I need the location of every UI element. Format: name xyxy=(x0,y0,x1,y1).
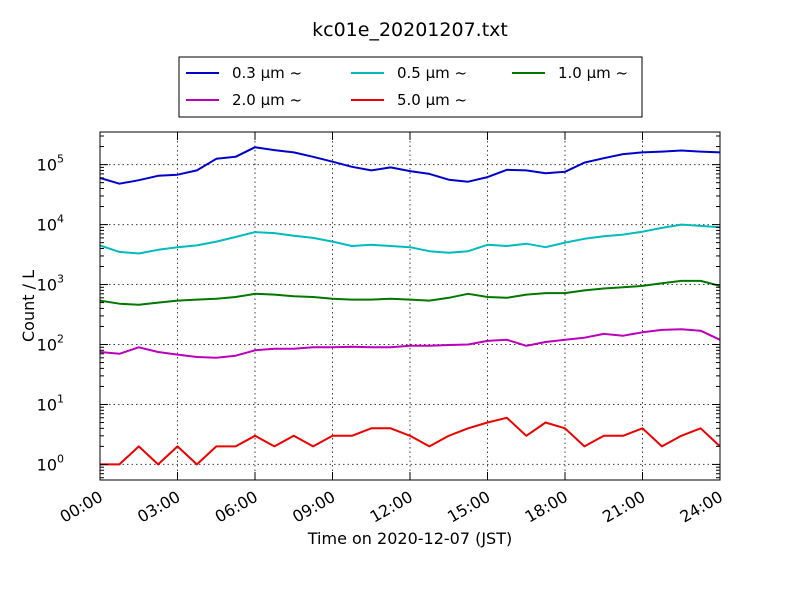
x-tick-label: 09:00 xyxy=(289,487,338,527)
x-tick-label: 18:00 xyxy=(522,487,571,527)
legend-label-2: 1.0 μm ~ xyxy=(558,64,628,82)
axis-ticks xyxy=(99,132,721,480)
x-tick-label: 06:00 xyxy=(212,487,261,527)
x-axis-label: Time on 2020-12-07 (JST) xyxy=(307,529,512,548)
x-tick-label: 00:00 xyxy=(57,487,106,527)
x-tick-label: 15:00 xyxy=(444,487,493,527)
series-line-1 xyxy=(99,223,721,255)
x-tick-labels: 00:00 03:00 06:00 09:00 12:00 15:00 18:00 21:00… xyxy=(57,487,726,527)
chart-title: kc01e_20201207.txt xyxy=(312,19,508,41)
y-tick-exponent: 1 xyxy=(57,392,64,405)
series-line-2 xyxy=(99,279,721,306)
x-tick-label: 21:00 xyxy=(599,487,648,527)
y-tick-label: 102 xyxy=(37,333,64,355)
legend-label-1: 0.5 μm ~ xyxy=(397,64,467,82)
legend-frame xyxy=(178,56,643,118)
y-tick-label: 104 xyxy=(37,213,64,235)
y-tick-label: 101 xyxy=(37,392,64,414)
y-tick-exponent: 3 xyxy=(57,273,64,286)
y-tick-exponent: 2 xyxy=(57,333,64,346)
legend-label-3: 2.0 μm ~ xyxy=(232,91,302,109)
series-line-3 xyxy=(99,328,721,359)
legend-label-0: 0.3 μm ~ xyxy=(232,64,302,82)
grid xyxy=(100,132,720,480)
y-tick-exponent: 0 xyxy=(57,452,64,465)
y-axis-label: Count / L xyxy=(19,270,38,342)
legend-label-4: 5.0 μm ~ xyxy=(397,91,467,109)
x-tick-label: 12:00 xyxy=(367,487,416,527)
series-line-4 xyxy=(100,416,721,466)
y-tick-label: 100 xyxy=(37,452,64,474)
plot-frame xyxy=(99,131,721,481)
series-group xyxy=(99,146,721,466)
x-tick-label: 24:00 xyxy=(677,487,726,527)
legend: 0.3 μm ~ 0.5 μm ~ 1.0 μm ~ 2.0 μm ~ 5.0 μm ~ xyxy=(178,56,643,118)
y-tick-exponent: 4 xyxy=(57,213,64,226)
y-tick-label: 105 xyxy=(37,153,64,175)
x-tick-label: 03:00 xyxy=(134,487,183,527)
y-tick-exponent: 5 xyxy=(57,153,64,166)
series-line-0 xyxy=(99,146,721,185)
y-tick-label: 103 xyxy=(37,273,64,295)
